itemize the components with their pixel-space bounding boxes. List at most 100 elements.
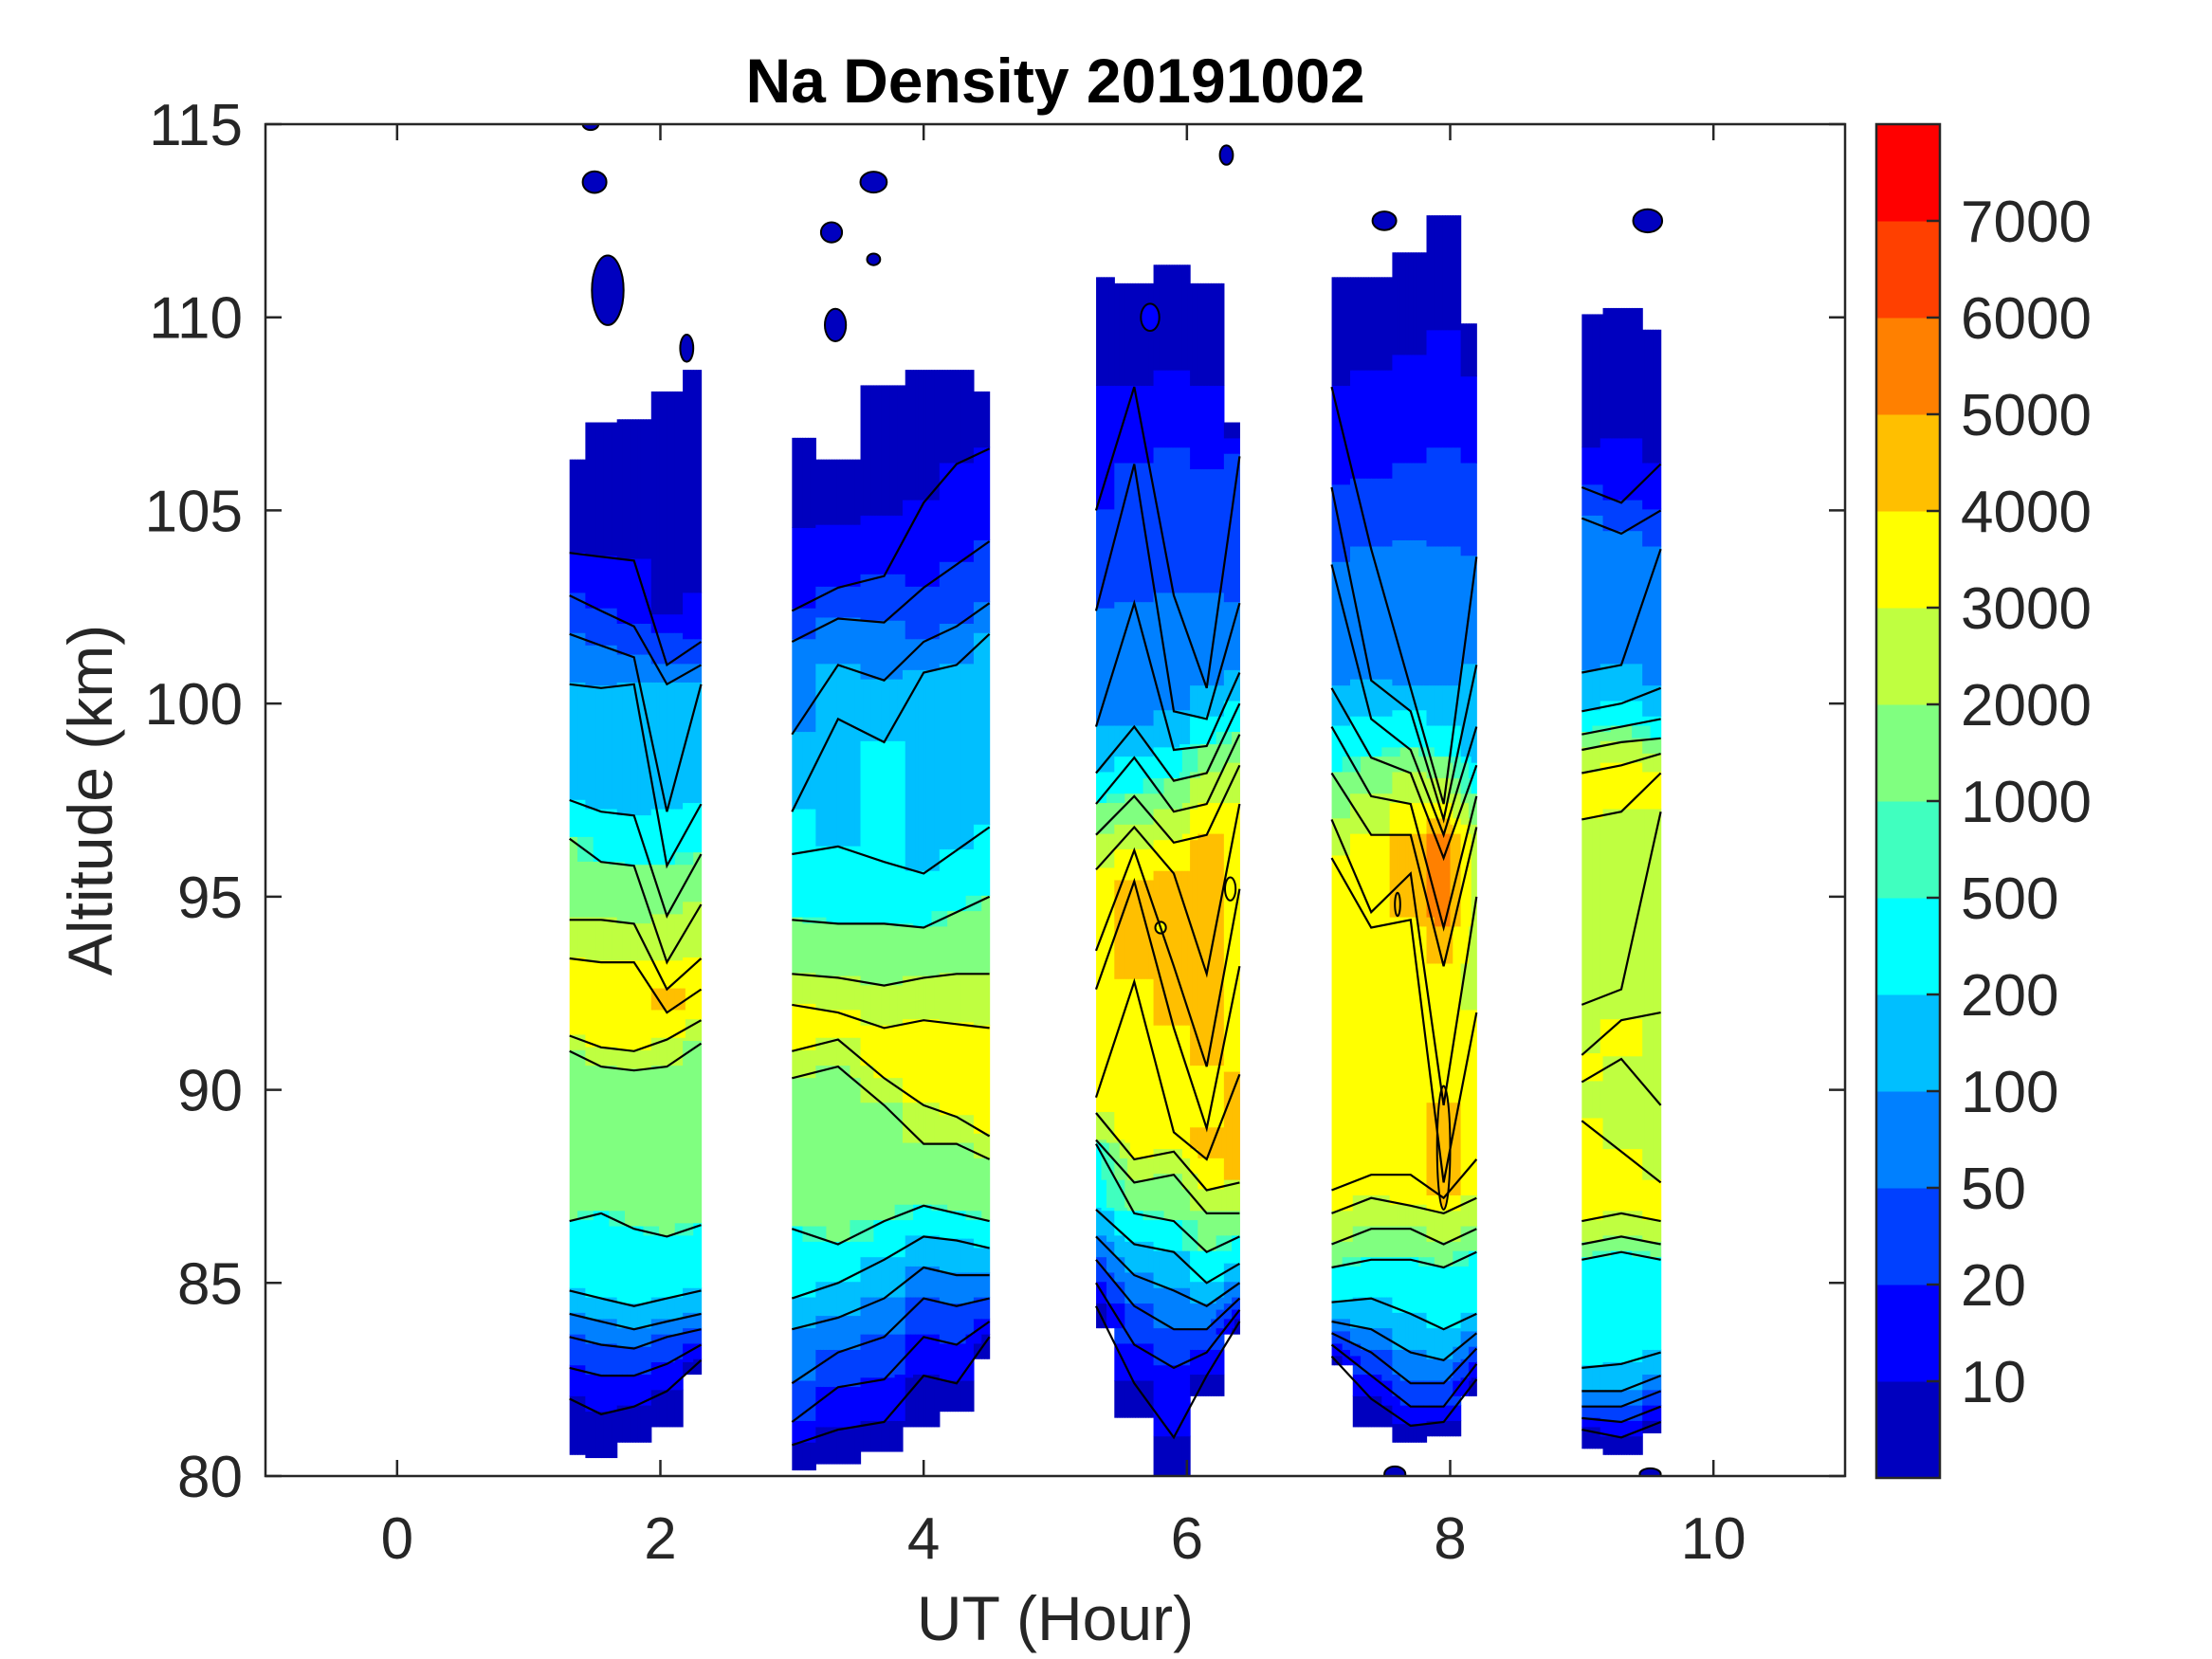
contour-cell: [976, 1318, 980, 1344]
contour-cell: [1626, 808, 1630, 1020]
contour-cell: [1143, 1303, 1146, 1344]
contour-cell: [823, 1037, 828, 1066]
contour-cell: [680, 1334, 684, 1359]
contour-cell: [635, 557, 639, 624]
contour-cell: [807, 1241, 812, 1298]
contour-cell: [873, 515, 877, 574]
contour-cell: [1218, 1281, 1222, 1298]
contour-cell: [1229, 1234, 1233, 1251]
contour-cell: [635, 1303, 639, 1329]
contour-cell: [852, 846, 856, 924]
contour-cell: [1171, 777, 1176, 810]
contour-cell: [939, 1021, 943, 1116]
contour-cell: [836, 1065, 840, 1242]
contour-cell: [630, 1225, 633, 1304]
contour-cell: [923, 1234, 927, 1267]
contour-cell: [887, 1256, 890, 1298]
contour-cell: [1117, 793, 1121, 804]
contour-cell: [582, 1395, 586, 1455]
contour-cell: [1226, 422, 1230, 439]
contour-cell: [949, 663, 954, 849]
contour-cell: [829, 616, 832, 665]
contour-cell: [606, 1046, 610, 1066]
contour-cell: [585, 684, 589, 810]
contour-cell: [831, 459, 835, 525]
contour-cell: [579, 836, 584, 862]
contour-cell: [1634, 1389, 1638, 1406]
contour-cell: [1184, 1364, 1188, 1437]
contour-cell: [870, 1241, 875, 1258]
contour-cell: [1376, 1374, 1380, 1396]
contour-cell: [1468, 817, 1472, 834]
contour-cell: [941, 1342, 945, 1381]
contour-cell: [1439, 215, 1443, 331]
contour-cell: [1371, 1374, 1375, 1396]
contour-cell: [968, 895, 972, 912]
contour-cell: [878, 984, 883, 1026]
contour-cell: [1463, 802, 1467, 825]
contour-cell: [1447, 1379, 1452, 1406]
contour-cell: [1413, 684, 1417, 711]
contour-cell: [1453, 925, 1456, 1103]
contour-cell: [1124, 1241, 1128, 1273]
contour-cell: [1595, 746, 1599, 773]
contour-cell: [1429, 1379, 1433, 1406]
contour-cell: [1450, 793, 1453, 804]
contour-cell: [1174, 777, 1178, 810]
contour-cell: [1234, 802, 1238, 1072]
contour-cell: [1226, 1303, 1230, 1320]
contour-cell: [1442, 545, 1446, 686]
contour-cell: [1129, 724, 1134, 757]
contour-cell: [1620, 808, 1625, 1020]
contour-cell: [1187, 870, 1191, 1026]
contour-cell: [1420, 802, 1425, 834]
contour-cell: [1620, 1055, 1625, 1150]
contour-cell: [1608, 1018, 1612, 1057]
contour-cell: [847, 1241, 851, 1283]
contour-cell: [1379, 1194, 1382, 1227]
contour-cell: [588, 1411, 592, 1459]
contour-cell: [960, 462, 964, 562]
contour-cell: [1634, 762, 1638, 810]
contour-cell: [1376, 1194, 1380, 1227]
contour-cell: [1161, 370, 1165, 448]
contour-cell: [693, 663, 697, 683]
contour-cell: [1187, 1250, 1191, 1288]
contour-cell: [960, 370, 964, 464]
contour-cell: [1595, 1117, 1599, 1221]
contour-cell: [693, 1222, 697, 1288]
contour-cell: [616, 1303, 621, 1329]
contour-cell: [1402, 1423, 1406, 1443]
contour-cell: [1352, 1194, 1357, 1227]
contour-cell: [1208, 1303, 1212, 1329]
contour-cell: [1159, 1210, 1162, 1221]
contour-cell: [595, 861, 599, 918]
contour-cell: [661, 663, 666, 683]
contour-cell: [1106, 802, 1110, 834]
contour-cell: [1135, 879, 1139, 979]
contour-cell: [795, 731, 798, 810]
contour-cell: [685, 592, 689, 640]
contour-cell: [842, 1386, 846, 1428]
contour-cell: [1620, 1148, 1625, 1212]
contour-cell: [937, 1018, 941, 1103]
contour-cell: [1352, 756, 1357, 773]
contour-cell: [1127, 1342, 1131, 1381]
contour-cell: [965, 1379, 969, 1413]
contour-cell: [650, 913, 655, 961]
contour-cell: [1181, 746, 1186, 778]
contour-cell: [818, 1426, 822, 1465]
contour-cell: [1466, 462, 1470, 556]
contour-cell: [1211, 283, 1215, 387]
contour-cell: [847, 1009, 851, 1038]
contour-cell: [1429, 1266, 1433, 1329]
contour-cell: [965, 1141, 969, 1212]
contour-cell: [630, 1327, 633, 1347]
contour-cell: [910, 1018, 914, 1103]
contour-cell: [1184, 709, 1188, 745]
contour-cell: [616, 682, 621, 816]
contour-cell: [1629, 1420, 1633, 1437]
contour-cell: [1457, 1379, 1462, 1396]
contour-cell: [891, 1296, 896, 1335]
contour-cell: [1221, 743, 1225, 773]
